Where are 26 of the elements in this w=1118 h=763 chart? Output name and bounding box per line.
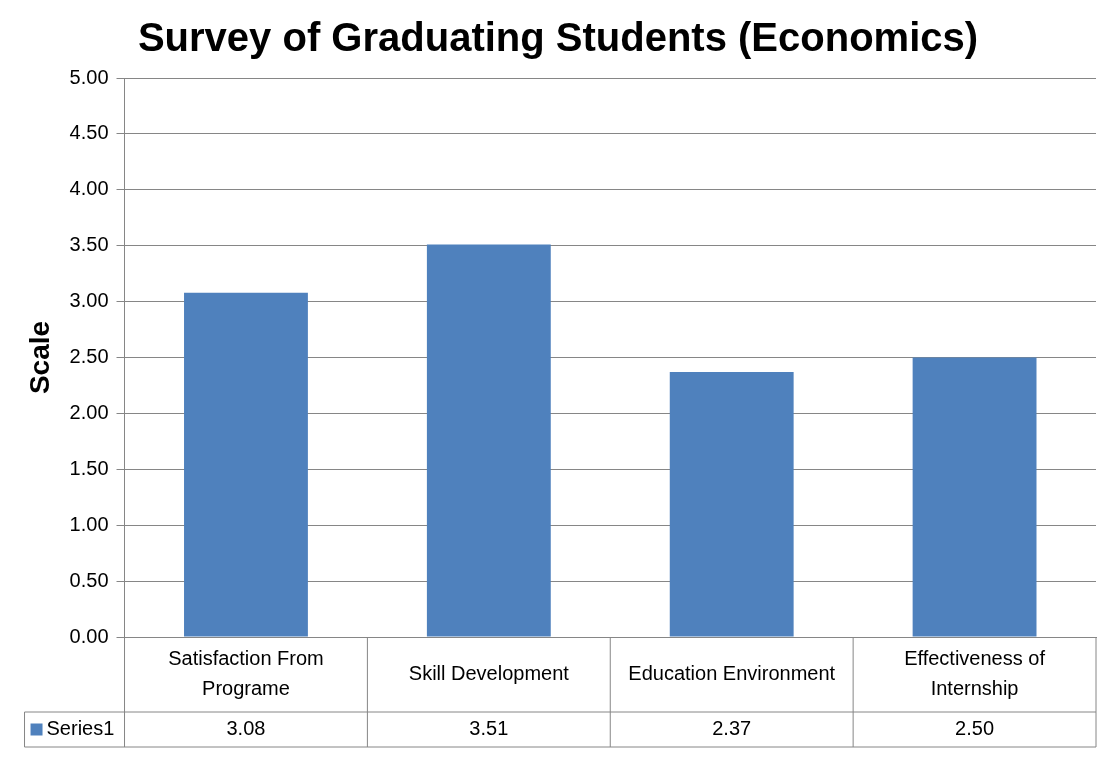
data-label: 3.51 xyxy=(469,717,509,740)
y-tick-label: 5.00 xyxy=(69,65,109,88)
y-tick-label: 4.00 xyxy=(69,177,109,200)
data-label: 2.50 xyxy=(955,717,995,740)
bar xyxy=(912,357,1037,637)
data-label: 3.08 xyxy=(226,717,266,740)
y-tick-label: 1.00 xyxy=(69,512,109,535)
y-tick-label: 3.00 xyxy=(69,289,109,312)
x-tick-label: Education Environment xyxy=(628,662,836,685)
x-tick-label: Effectiveness of Internship xyxy=(904,647,1046,700)
y-axis-title: Scale xyxy=(23,320,55,395)
legend-label: Series1 xyxy=(46,717,115,740)
y-tick-label: 0.00 xyxy=(69,624,109,647)
x-tick-label: Skill Development xyxy=(408,662,570,685)
bar xyxy=(184,292,308,637)
y-tick-label: 0.50 xyxy=(69,568,109,591)
y-tick-label: 2.50 xyxy=(69,345,109,368)
chart-title: Survey of Graduating Students (Economics) xyxy=(137,15,979,60)
data-label: 2.37 xyxy=(712,717,752,740)
bar xyxy=(426,244,551,637)
y-tick-label: 4.50 xyxy=(69,121,109,144)
y-tick-label: 1.50 xyxy=(69,456,109,479)
bar xyxy=(669,372,794,637)
y-tick-label: 2.00 xyxy=(69,400,109,423)
y-tick-label: 3.50 xyxy=(69,233,109,256)
x-tick-label: Satisfaction From Programe xyxy=(168,647,324,700)
